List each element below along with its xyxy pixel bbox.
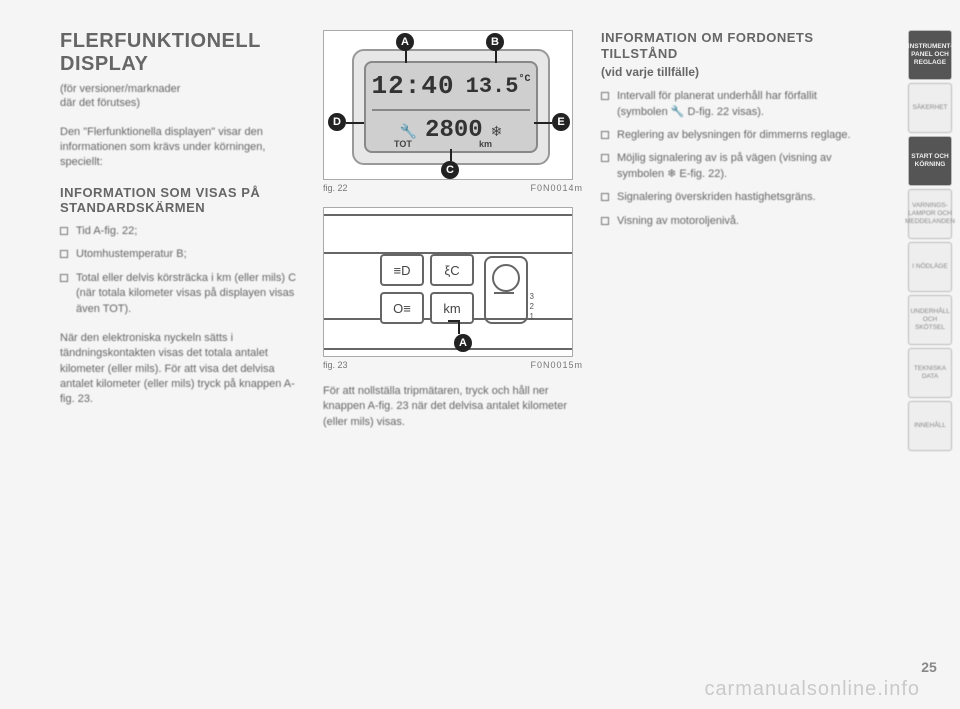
fog-front-button: ≡D: [380, 254, 424, 286]
temp-unit: °C: [518, 74, 530, 85]
fog-front-icon: ≡D: [394, 263, 411, 278]
leader-line: [448, 320, 460, 322]
display-bottom-row: 🔧 2800 ❄ TOT km: [366, 111, 536, 151]
dial-scale: [494, 292, 514, 320]
callout-c: C: [441, 161, 459, 179]
section-subheading-right: (vid varje tillfälle): [601, 65, 861, 79]
figure-label: fig. 22: [323, 183, 348, 193]
km-label: km: [479, 139, 492, 149]
wrench-icon: 🔧: [400, 123, 417, 140]
display-bezel: 12:40 13.5°C 🔧 2800 ❄ TOT km: [352, 49, 550, 165]
list-item: Intervall för planerat underhåll har för…: [601, 89, 861, 120]
display-screen: 12:40 13.5°C 🔧 2800 ❄ TOT km: [364, 61, 538, 153]
figure-caption: fig. 23 F0N0015m: [323, 360, 583, 370]
subtitle-line1: (för versioner/marknader: [60, 83, 180, 95]
leader-line: [346, 122, 364, 124]
section-heading-left: INFORMATION SOM VISAS PÅ STANDARDSKÄRMEN: [60, 185, 305, 216]
list-item: Tid A-fig. 22;: [60, 224, 305, 239]
leader-line: [450, 149, 452, 161]
dial-number: 1: [530, 312, 534, 321]
leader-line: [405, 51, 407, 63]
tab-instrument-panel[interactable]: INSTRUMENT-PANEL OCH REGLAGE: [908, 30, 952, 80]
odometer-value: 2800: [425, 119, 483, 143]
button-panel-illustration: ≡D ξC O≡ km 3 2 1 A: [323, 207, 573, 357]
mid-caption-text: För att nollställa tripmätaren, tryck oc…: [323, 384, 583, 430]
headlamp-icon: ξC: [444, 263, 459, 278]
list-item: Total eller delvis körsträcka i km (elle…: [60, 271, 305, 317]
chapter-tabs: INSTRUMENT-PANEL OCH REGLAGE SÄKERHET ST…: [908, 30, 952, 451]
leader-line: [495, 51, 497, 63]
km-button-label: km: [443, 301, 460, 316]
headlamp-button: ξC: [430, 254, 474, 286]
bullet-list-left: Tid A-fig. 22; Utomhustemperatur B; Tota…: [60, 224, 305, 317]
figure-label: fig. 23: [323, 360, 348, 370]
tab-emergency[interactable]: I NÖDLÄGE: [908, 242, 952, 292]
intro-paragraph: Den "Flerfunktionella displayen" visar d…: [60, 125, 305, 171]
callout-a: A: [454, 334, 472, 352]
temp-number: 13.5: [466, 74, 519, 99]
list-item: Utomhustemperatur B;: [60, 247, 305, 262]
dimmer-dial: 3 2 1: [484, 256, 528, 324]
callout-a: A: [396, 33, 414, 51]
watermark: carmanualsonline.info: [704, 678, 920, 701]
tab-warnings[interactable]: VARNINGS-LAMPOR OCH MEDDELANDEN: [908, 189, 952, 239]
display-top-row: 12:40 13.5°C: [366, 63, 536, 109]
manual-page: FLERFUNKTIONELL DISPLAY (för versioner/m…: [60, 30, 900, 650]
callout-d: D: [328, 113, 346, 131]
snowflake-icon: ❄: [491, 123, 503, 140]
callout-e: E: [552, 113, 570, 131]
page-title: FLERFUNKTIONELL DISPLAY: [60, 30, 305, 76]
list-item: Reglering av belysningen för dimmerns re…: [601, 128, 861, 143]
fog-rear-icon: O≡: [393, 301, 411, 316]
dial-number: 3: [530, 292, 534, 301]
list-item: Signalering överskriden hastighetsgräns.: [601, 190, 861, 205]
dial-number: 2: [530, 302, 534, 311]
display-illustration: 12:40 13.5°C 🔧 2800 ❄ TOT km: [323, 30, 573, 180]
column-left: FLERFUNKTIONELL DISPLAY (för versioner/m…: [60, 30, 305, 650]
section-heading-right: INFORMATION OM FORDONETS TILLSTÅND: [601, 30, 861, 61]
bullet-list-right: Intervall för planerat underhåll har för…: [601, 89, 861, 229]
figure-23: ≡D ξC O≡ km 3 2 1 A fig. 23 F0N0015: [323, 207, 583, 370]
outro-paragraph: När den elektroniska nyckeln sätts i tän…: [60, 331, 305, 408]
tab-maintenance[interactable]: UNDERHÅLL OCH SKÖTSEL: [908, 295, 952, 345]
tab-index[interactable]: INNEHÅLL: [908, 401, 952, 451]
leader-line: [534, 122, 552, 124]
tab-technical[interactable]: TEKNISKA DATA: [908, 348, 952, 398]
column-middle: 12:40 13.5°C 🔧 2800 ❄ TOT km: [323, 30, 583, 650]
temperature-value: 13.5°C: [466, 74, 531, 99]
dial-knob: [492, 264, 520, 292]
list-item: Möjlig signalering av is på vägen (visni…: [601, 151, 861, 182]
column-right: INFORMATION OM FORDONETS TILLSTÅND (vid …: [601, 30, 861, 650]
button-grid: ≡D ξC O≡ km: [380, 254, 474, 324]
list-item: Visning av motoroljenivå.: [601, 214, 861, 229]
figure-caption: fig. 22 F0N0014m: [323, 183, 583, 193]
leader-line: [458, 320, 460, 334]
subtitle: (för versioner/marknader där det förutse…: [60, 82, 305, 111]
panel-top-outline: [323, 214, 573, 254]
tab-safety[interactable]: SÄKERHET: [908, 83, 952, 133]
figure-22: 12:40 13.5°C 🔧 2800 ❄ TOT km: [323, 30, 583, 193]
subtitle-line2: där det förutses): [60, 97, 140, 109]
fog-rear-button: O≡: [380, 292, 424, 324]
figure-code: F0N0015m: [530, 360, 583, 370]
figure-code: F0N0014m: [530, 183, 583, 193]
clock-value: 12:40: [372, 71, 455, 101]
tot-label: TOT: [394, 139, 412, 149]
tab-start-driving[interactable]: START OCH KÖRNING: [908, 136, 952, 186]
callout-b: B: [486, 33, 504, 51]
